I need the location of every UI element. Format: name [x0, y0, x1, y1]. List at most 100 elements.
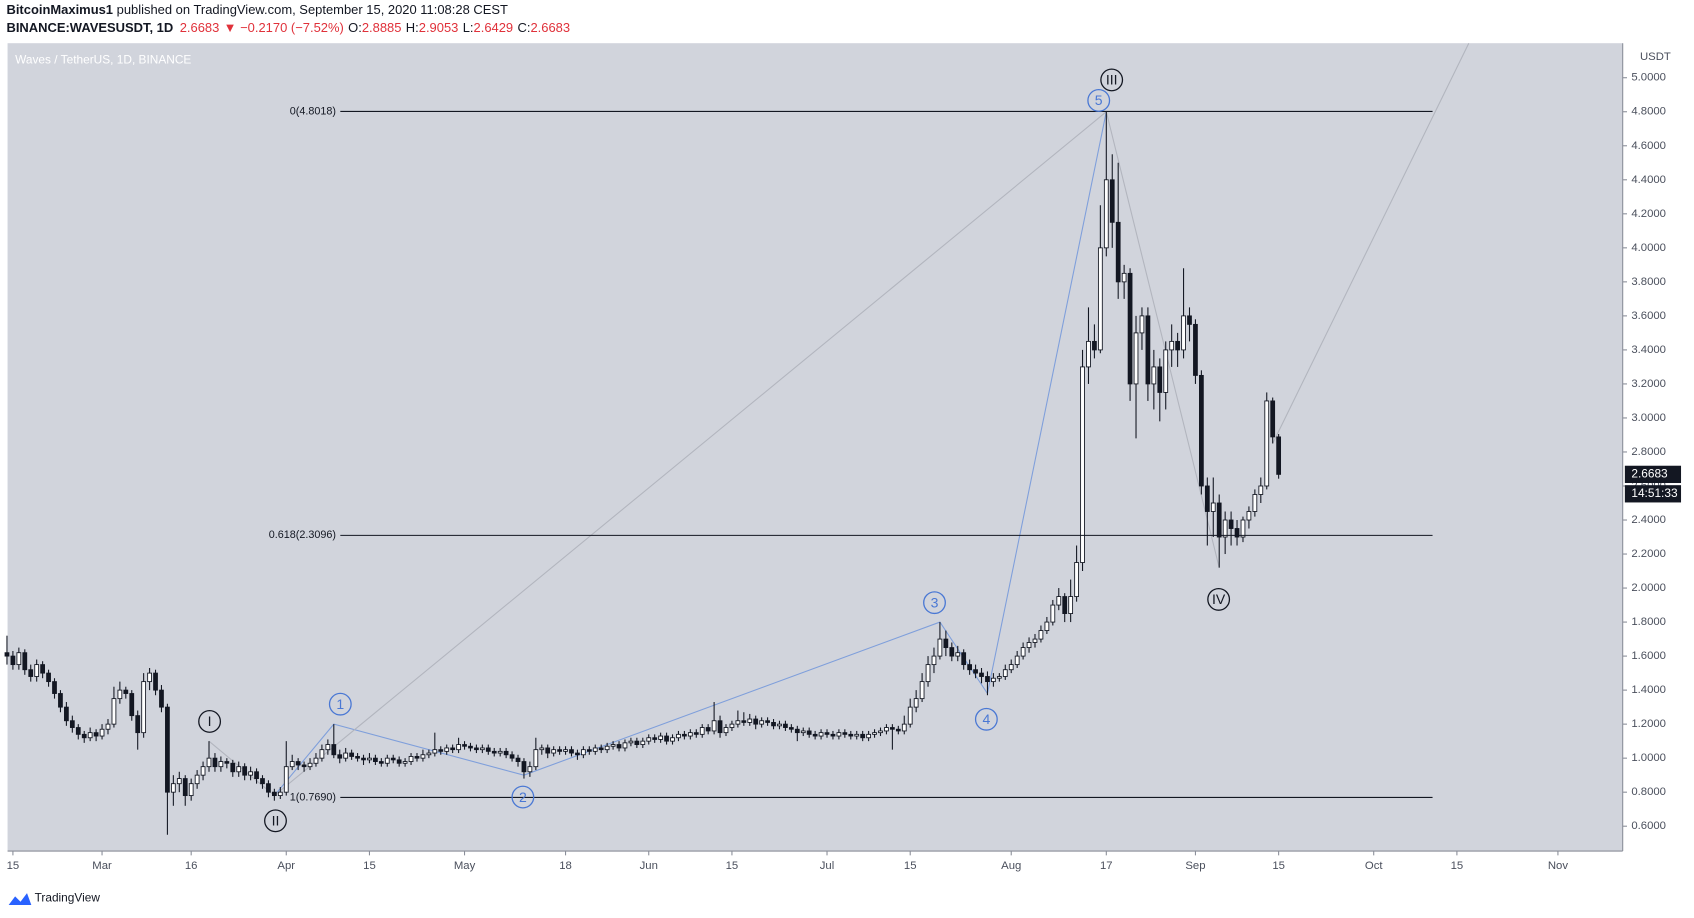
- candle: [456, 737, 461, 754]
- candle: [28, 664, 34, 682]
- candle-body: [93, 732, 99, 737]
- header-line-2: BINANCE:WAVESUSDT, 1D 2.6683 ▼ −0.2170 (−7…: [6, 21, 570, 36]
- candle-body: [919, 681, 925, 700]
- candle: [658, 732, 664, 743]
- header-line-1: BitcoinMaximus1 published on TradingView…: [6, 2, 508, 17]
- candle-body: [581, 749, 586, 756]
- candle: [289, 754, 295, 771]
- candle-body: [539, 747, 545, 751]
- candle-body: [551, 749, 557, 754]
- candle: [961, 649, 967, 670]
- candle-body: [260, 778, 265, 785]
- wave-label: 3: [931, 594, 939, 610]
- candle-body: [753, 718, 759, 725]
- wave-marker: [974, 707, 998, 731]
- published: published on TradingView.com, September …: [113, 2, 508, 17]
- candle: [1199, 370, 1204, 495]
- y-tick-label: 0.6000: [1631, 820, 1666, 832]
- candle: [806, 727, 812, 738]
- candle-body: [723, 727, 729, 734]
- candle-body: [129, 693, 135, 717]
- candle: [319, 744, 325, 762]
- x-tick-label: Jun: [640, 860, 658, 872]
- candle-body: [812, 733, 818, 737]
- candle: [836, 729, 842, 740]
- candle-body: [230, 762, 236, 773]
- candle: [866, 730, 871, 742]
- candle-body: [610, 744, 616, 747]
- y-tick-label: 1.4000: [1631, 684, 1666, 696]
- candle: [1014, 650, 1020, 669]
- candle-body: [878, 730, 883, 734]
- candle: [723, 724, 729, 737]
- candle: [1127, 268, 1133, 401]
- candle: [604, 742, 610, 754]
- candle-body: [224, 761, 230, 764]
- candle-body: [747, 718, 753, 723]
- candle: [206, 741, 212, 772]
- x-tick-label: Apr: [277, 860, 295, 872]
- candle: [664, 732, 669, 745]
- candle-body: [836, 732, 842, 737]
- candle: [693, 729, 699, 738]
- close: 2.6683: [530, 21, 570, 36]
- candle-body: [907, 706, 913, 725]
- candle: [16, 647, 22, 670]
- candle: [937, 622, 943, 660]
- candle-body: [996, 676, 1002, 679]
- candle-body: [783, 723, 788, 728]
- candle-body: [955, 652, 961, 657]
- candle: [497, 747, 503, 757]
- candle: [515, 754, 521, 767]
- candle-body: [16, 652, 22, 666]
- candle-body: [176, 778, 182, 785]
- candle: [373, 754, 378, 765]
- candle-body: [658, 735, 664, 740]
- candle-body: [307, 762, 313, 768]
- candle: [1097, 205, 1103, 354]
- candle-body: [165, 706, 170, 793]
- brand-logo: [8, 893, 32, 906]
- candle: [426, 749, 432, 759]
- candle-body: [634, 740, 640, 745]
- candle-body: [64, 706, 69, 722]
- candle-body: [729, 723, 735, 728]
- candle-body: [890, 727, 895, 730]
- candle: [69, 715, 75, 733]
- candle: [533, 737, 539, 771]
- candle: [153, 669, 158, 696]
- candle-body: [491, 750, 497, 754]
- candle: [194, 770, 200, 789]
- wave-marker: [264, 809, 287, 833]
- candle-body: [1193, 323, 1198, 376]
- x-tick-label: 16: [185, 860, 198, 872]
- candle: [349, 749, 355, 760]
- candle: [1240, 516, 1246, 543]
- candle-body: [479, 747, 485, 751]
- candle: [812, 730, 818, 740]
- x-tick-label: Sep: [1185, 860, 1205, 872]
- candle: [818, 729, 824, 740]
- candle: [1252, 489, 1258, 517]
- candle-body: [313, 757, 319, 764]
- candle-body: [349, 752, 355, 757]
- candle-body: [1264, 400, 1270, 487]
- candle-body: [521, 761, 527, 773]
- candle-body: [99, 728, 105, 737]
- y-tick-label: 5.0000: [1631, 72, 1666, 84]
- candle-body: [503, 750, 509, 756]
- candle: [872, 729, 877, 738]
- candle: [260, 775, 265, 789]
- candle: [771, 719, 776, 730]
- x-tick-label: Nov: [1548, 860, 1568, 872]
- candle: [1038, 625, 1044, 643]
- author: BitcoinMaximus1: [6, 2, 113, 17]
- candle-body: [1074, 562, 1079, 597]
- candle: [367, 753, 372, 764]
- x-tick-label: Aug: [1001, 860, 1021, 872]
- candle-body: [450, 747, 456, 751]
- candle-body: [1204, 485, 1210, 512]
- candle-body: [557, 749, 562, 752]
- candle-body: [432, 749, 438, 754]
